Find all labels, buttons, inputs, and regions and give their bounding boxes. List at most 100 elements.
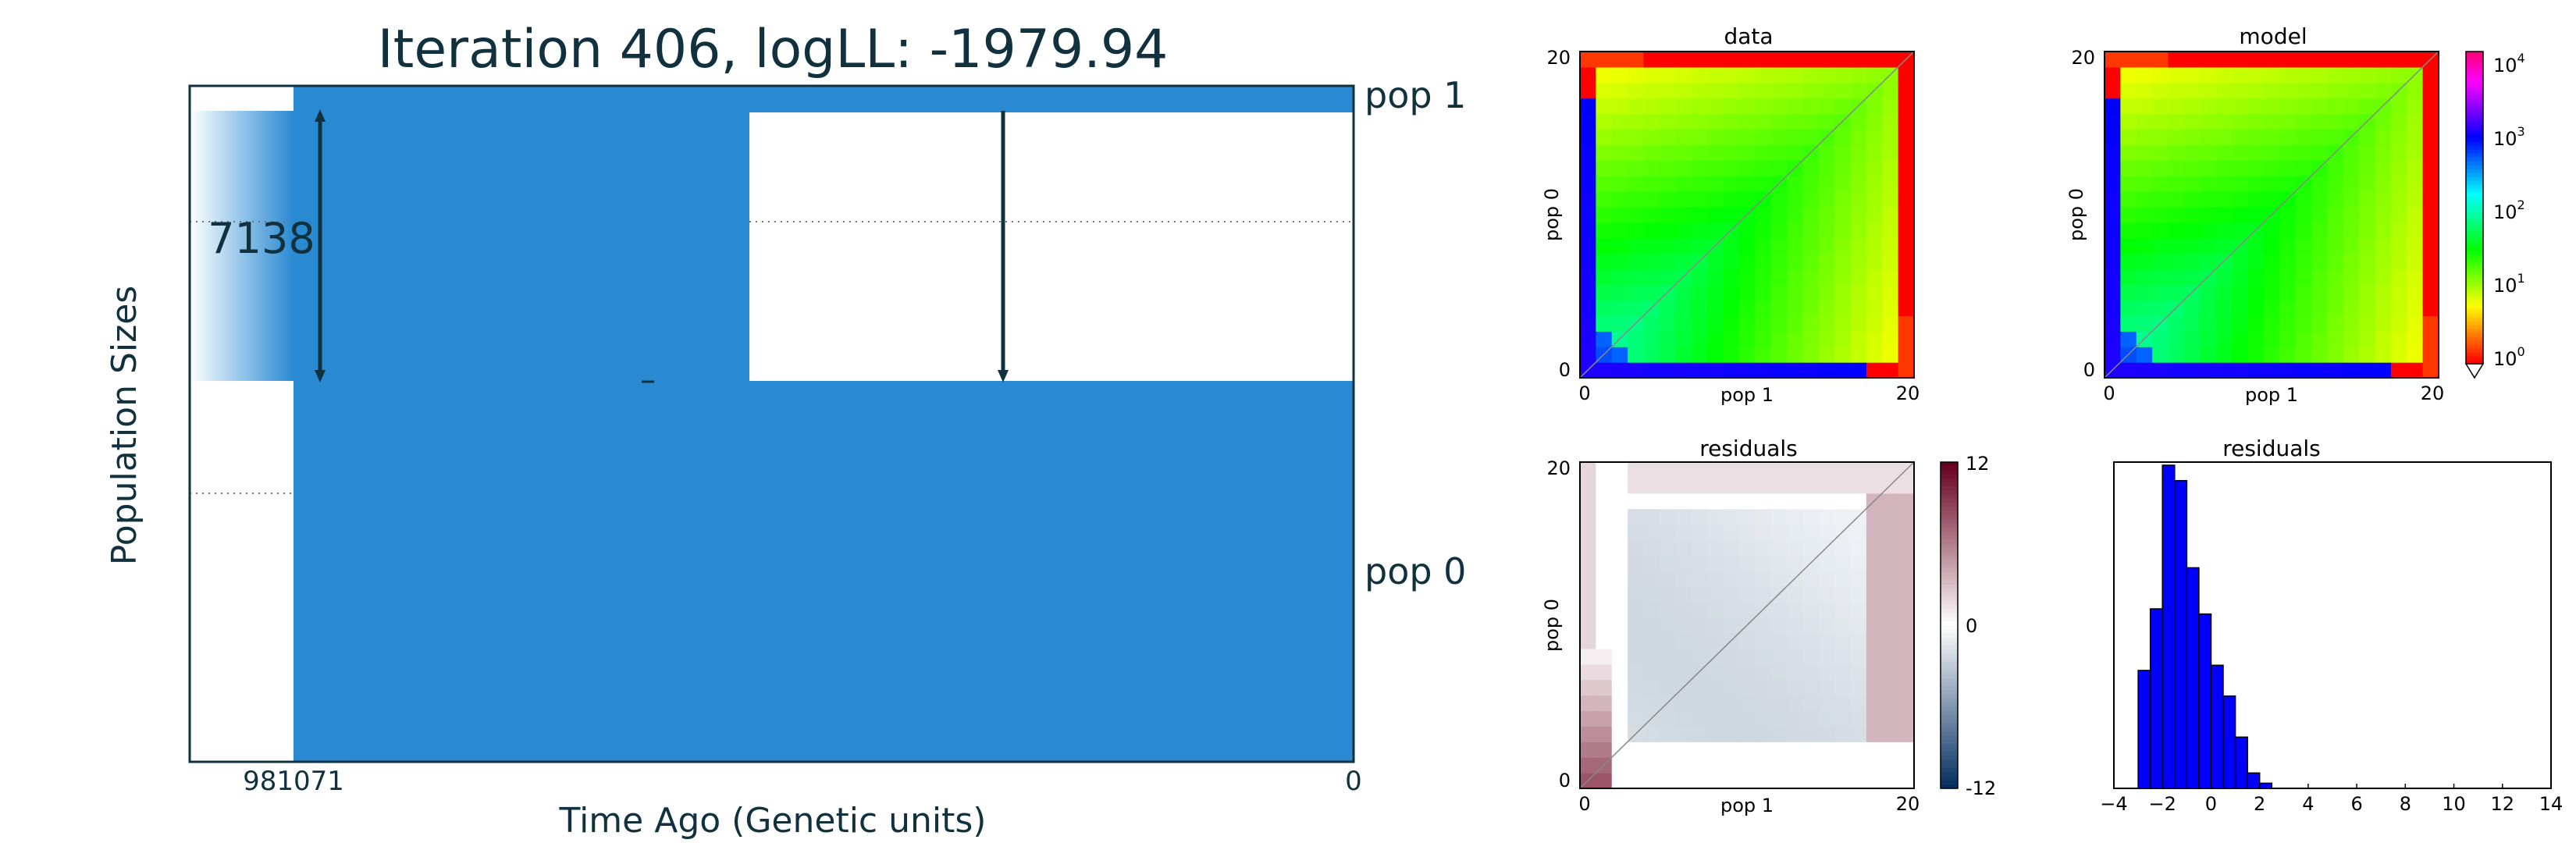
- heatmap-cell: [1802, 462, 1820, 478]
- heatmap-cell: [2105, 160, 2121, 176]
- heatmap-cell: [1611, 555, 1628, 571]
- demography-xlabel: Time Ago (Genetic units): [559, 801, 987, 841]
- heatmap-cell: [1802, 617, 1820, 634]
- heatmap-cell: [1707, 571, 1724, 587]
- heatmap-cell: [1596, 571, 1613, 587]
- colorbar-segment: [1941, 604, 1958, 610]
- heatmap-cell: [1723, 176, 1740, 192]
- heatmap-cell: [2263, 315, 2280, 332]
- heatmap-cell: [2422, 144, 2439, 161]
- colorbar-segment: [1941, 531, 1958, 536]
- heatmap-cell: [1707, 586, 1724, 603]
- heatmap-cell: [2422, 160, 2439, 176]
- heatmap-cell: [2327, 331, 2344, 347]
- heatmap-cell: [1802, 331, 1820, 347]
- heatmap-cell: [1596, 508, 1613, 525]
- histogram-tick-label: 2: [2254, 793, 2265, 815]
- heatmap-cell: [1723, 52, 1740, 68]
- heatmap-cell: [2263, 362, 2280, 379]
- colorbar-under-triangle: [2464, 363, 2485, 379]
- heatmap-cell: [2200, 222, 2217, 239]
- heatmap-cell: [2327, 113, 2344, 130]
- heatmap-cell: [1755, 347, 1772, 363]
- heatmap-cell: [1770, 648, 1788, 665]
- heatmap-cell: [2263, 176, 2280, 192]
- colorbar-segment: [1941, 486, 1958, 492]
- heatmap-cell: [1850, 315, 1867, 332]
- heatmap-cell: [2232, 129, 2249, 146]
- heatmap-cell: [1818, 462, 1835, 478]
- heatmap-cell: [1818, 160, 1835, 176]
- heatmap-cell: [2105, 222, 2121, 239]
- heatmap-cell: [2390, 191, 2407, 208]
- heatmap-cell: [1611, 66, 1628, 84]
- heatmap-cell: [2263, 347, 2280, 363]
- heatmap-cell: [1596, 632, 1613, 649]
- colorbar-segment: [1941, 600, 1958, 606]
- heatmap-cell: [2359, 331, 2376, 347]
- heatmap-cell: [1850, 207, 1867, 223]
- colorbar-segment: [1941, 637, 1958, 642]
- heatmap-cell: [1834, 160, 1852, 176]
- heatmap-cell: [2279, 253, 2297, 270]
- model-xtick-20: 20: [2421, 382, 2445, 404]
- heatmap-cell: [1738, 710, 1756, 727]
- histogram-tick-label: 8: [2400, 793, 2411, 815]
- colorbar-segment: [2466, 333, 2483, 337]
- heatmap-cell: [2136, 176, 2153, 192]
- heatmap-cell: [1882, 98, 1899, 115]
- heatmap-cell: [1834, 586, 1852, 603]
- heatmap-cell: [1723, 362, 1740, 379]
- heatmap-cell: [2390, 237, 2407, 254]
- heatmap-cell: [2105, 113, 2121, 130]
- colorbar-segment: [1941, 678, 1958, 683]
- heatmap-cell: [1834, 571, 1852, 587]
- heatmap-cell: [2200, 315, 2217, 332]
- heatmap-cell: [1770, 269, 1788, 286]
- heatmap-cell: [1882, 284, 1899, 301]
- heatmap-cell: [1675, 113, 1692, 130]
- heatmap-cell: [2279, 347, 2297, 363]
- heatmap-cell: [1628, 539, 1645, 557]
- heatmap-cell: [1786, 300, 1803, 316]
- heatmap-cell: [1628, 160, 1645, 176]
- heatmap-cell: [1882, 144, 1899, 161]
- heatmap-cell: [2168, 82, 2185, 99]
- heatmap-cell: [2200, 347, 2217, 363]
- heatmap-cell: [1898, 347, 1915, 363]
- heatmap-cell: [1659, 269, 1676, 286]
- heatmap-cell: [1802, 508, 1820, 525]
- heatmap-cell: [2375, 253, 2392, 270]
- colorbar-segment: [2466, 94, 2483, 99]
- heatmap-cell: [1834, 52, 1852, 68]
- heatmap-cell: [1738, 695, 1756, 712]
- heatmap-cell: [1882, 493, 1899, 510]
- heatmap-cell: [1898, 757, 1915, 774]
- heatmap-cell: [2407, 176, 2424, 192]
- heatmap-cell: [1834, 602, 1852, 618]
- heatmap-cell: [1850, 113, 1867, 130]
- heatmap-cell: [1755, 742, 1772, 758]
- heatmap-cell: [1770, 284, 1788, 301]
- heatmap-cell: [2311, 237, 2328, 254]
- heatmap-cell: [1898, 253, 1915, 270]
- heatmap-cell: [1882, 253, 1899, 270]
- colorbar-segment: [1941, 556, 1958, 560]
- heatmap-cell: [1834, 176, 1852, 192]
- histogram-tick-label: 12: [2491, 793, 2515, 815]
- heatmap-cell: [1596, 462, 1613, 478]
- heatmap-cell: [1691, 726, 1708, 742]
- heatmap-cell: [2152, 82, 2169, 99]
- heatmap-cell: [1882, 555, 1899, 571]
- heatmap-cell: [1580, 726, 1596, 742]
- heatmap-cell: [1707, 66, 1724, 84]
- heatmap-cell: [1786, 284, 1803, 301]
- heatmap-cell: [2120, 222, 2137, 239]
- heatmap-cell: [1691, 648, 1708, 665]
- heatmap-cell: [1818, 300, 1835, 316]
- heatmap-cell: [2247, 207, 2265, 223]
- heatmap-cell: [1818, 508, 1835, 525]
- heatmap-cell: [2215, 144, 2233, 161]
- heatmap-cell: [2263, 113, 2280, 130]
- colorbar-segment: [1941, 727, 1958, 732]
